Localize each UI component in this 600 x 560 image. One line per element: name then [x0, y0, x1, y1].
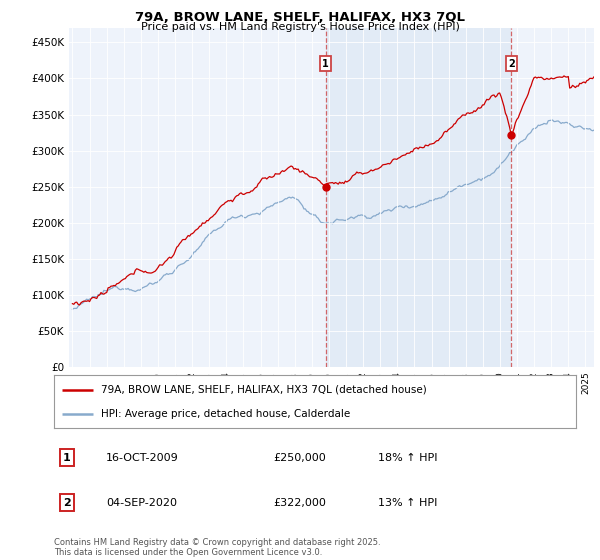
Text: 1: 1 — [63, 453, 71, 463]
Text: Price paid vs. HM Land Registry's House Price Index (HPI): Price paid vs. HM Land Registry's House … — [140, 22, 460, 32]
Text: 04-SEP-2020: 04-SEP-2020 — [106, 498, 177, 507]
Text: £322,000: £322,000 — [273, 498, 326, 507]
Text: 79A, BROW LANE, SHELF, HALIFAX, HX3 7QL: 79A, BROW LANE, SHELF, HALIFAX, HX3 7QL — [135, 11, 465, 24]
Text: 79A, BROW LANE, SHELF, HALIFAX, HX3 7QL (detached house): 79A, BROW LANE, SHELF, HALIFAX, HX3 7QL … — [101, 385, 427, 395]
Text: 18% ↑ HPI: 18% ↑ HPI — [377, 453, 437, 463]
Text: Contains HM Land Registry data © Crown copyright and database right 2025.
This d: Contains HM Land Registry data © Crown c… — [54, 538, 380, 557]
Text: 2: 2 — [508, 59, 515, 68]
Bar — [326, 28, 511, 367]
Text: 13% ↑ HPI: 13% ↑ HPI — [377, 498, 437, 507]
Text: HPI: Average price, detached house, Calderdale: HPI: Average price, detached house, Cald… — [101, 409, 350, 419]
Text: 16-OCT-2009: 16-OCT-2009 — [106, 453, 179, 463]
Text: £250,000: £250,000 — [273, 453, 326, 463]
Text: 2: 2 — [63, 498, 71, 507]
Text: 1: 1 — [322, 59, 329, 68]
